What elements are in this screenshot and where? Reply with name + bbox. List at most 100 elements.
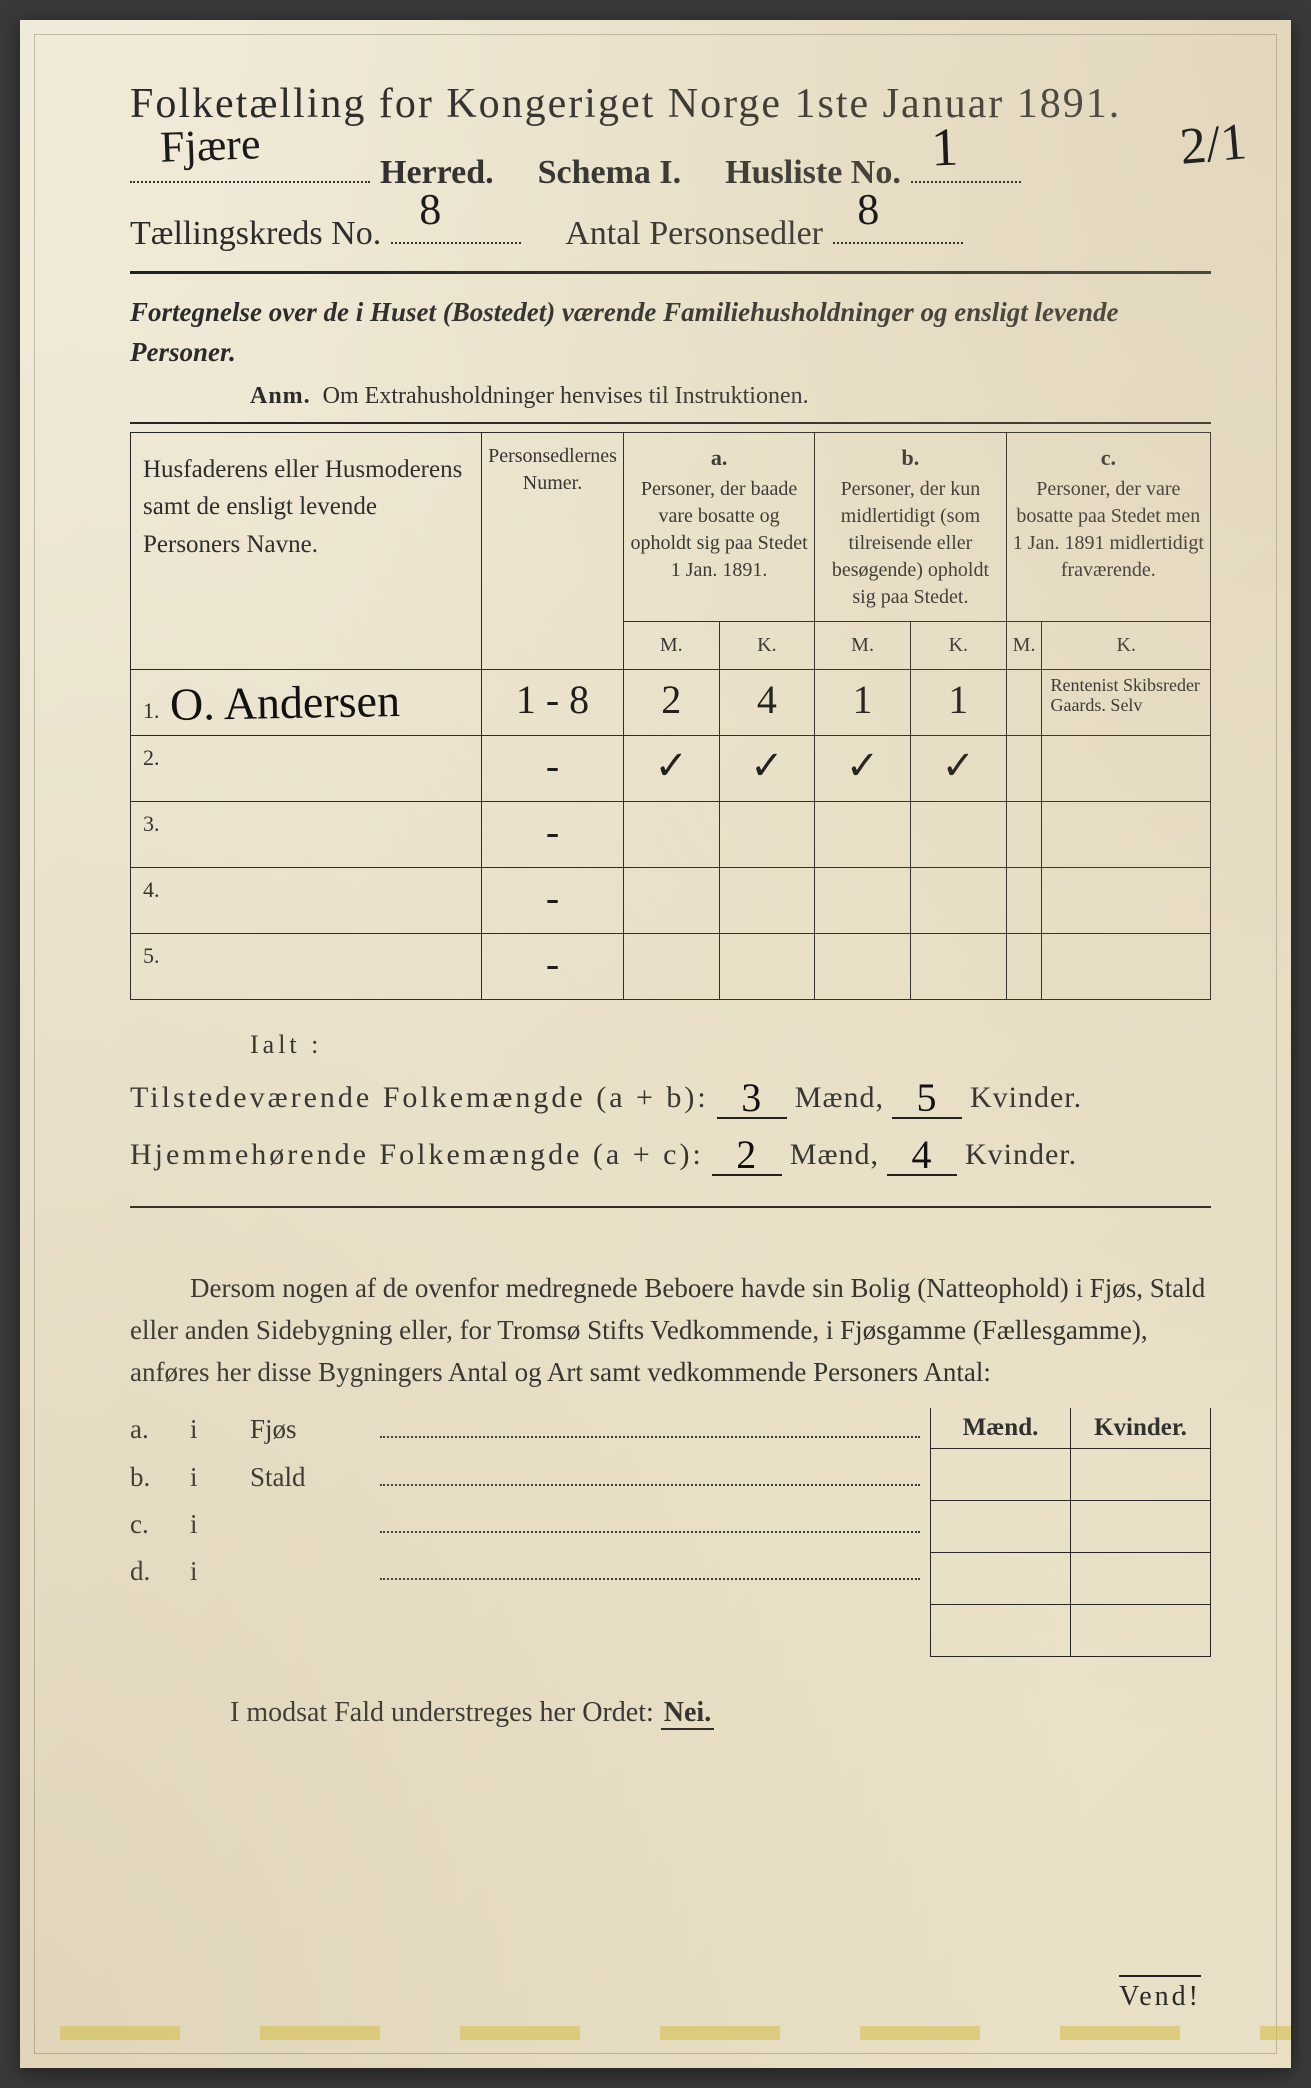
outbuilding-list: a.iFjøs b.iStald c.i d.i: [130, 1408, 920, 1657]
table-row: 4.-: [131, 868, 1211, 934]
table-cell: 4: [719, 670, 815, 736]
ob-col-m: Mænd.: [931, 1408, 1071, 1449]
table-cell: ✓: [623, 736, 719, 802]
table-cell: 2: [623, 670, 719, 736]
col-a-k: K.: [719, 622, 815, 670]
table-cell: [1042, 802, 1211, 868]
binding-stitch: [20, 2026, 1291, 2040]
ob-cell: [1071, 1553, 1211, 1605]
table-row: 1.O. Andersen1 - 82411Rentenist Skibsred…: [131, 670, 1211, 736]
main-title: Folketælling for Kongeriget Norge 1ste J…: [130, 80, 1211, 128]
table-cell: -: [482, 802, 624, 868]
table-cell: [910, 802, 1006, 868]
outbuilding-table: Mænd. Kvinder.: [930, 1408, 1211, 1657]
table-cell: -: [482, 868, 624, 934]
divider-thin-2: [130, 1206, 1211, 1208]
ialt-label: Ialt :: [250, 1030, 1211, 1060]
col-numer: Personsedlernes Numer.: [482, 432, 624, 670]
table-cell: [1042, 868, 1211, 934]
table-cell: [815, 868, 911, 934]
header-row-herred: Fjære Herred. Schema I. Husliste No. 1: [130, 146, 1211, 192]
table-cell: [623, 802, 719, 868]
table-cell: [1006, 736, 1042, 802]
table-cell: [719, 934, 815, 1000]
table-row: 2.-✓✓✓✓: [131, 736, 1211, 802]
margin-annotation: 2/1: [1177, 112, 1248, 177]
row-name-cell: 5.: [131, 934, 482, 1000]
nei-word: Nei.: [661, 1697, 714, 1730]
household-table: Husfaderens eller Husmoderens samt de en…: [130, 432, 1211, 1001]
ob-cell: [1071, 1449, 1211, 1501]
table-cell: -: [482, 934, 624, 1000]
table-cell: [1042, 736, 1211, 802]
table-cell: -: [482, 736, 624, 802]
header-row-kreds: Tællingskreds No. 8 Antal Personsedler 8: [130, 206, 1211, 252]
herred-value: Fjære: [159, 118, 261, 172]
divider-thin: [130, 422, 1211, 424]
table-cell: [910, 868, 1006, 934]
table-cell: [719, 802, 815, 868]
table-row: 3.-: [131, 802, 1211, 868]
outbuild-row: d.i: [130, 1556, 920, 1587]
vend-label: Vend!: [1119, 1975, 1201, 2013]
table-row: 5.-: [131, 934, 1211, 1000]
row-name-cell: 2.: [131, 736, 482, 802]
antal-value: 8: [856, 184, 880, 236]
outbuilding-paragraph: Dersom nogen af de ovenfor medregnede Be…: [130, 1268, 1211, 1394]
ob-cell: [931, 1553, 1071, 1605]
col-a-m: M.: [623, 622, 719, 670]
row-name-cell: 1.O. Andersen: [131, 670, 482, 736]
table-cell: [1006, 934, 1042, 1000]
col-c-k: K.: [1042, 622, 1211, 670]
antal-label: Antal Personsedler: [565, 215, 823, 253]
outbuild-row: b.iStald: [130, 1461, 920, 1492]
col-c-m: M.: [1006, 622, 1042, 670]
table-cell: [623, 868, 719, 934]
total-present: Tilstedeværende Folkemængde (a + b): 3 M…: [130, 1070, 1211, 1119]
nei-line: I modsat Fald understreges her Ordet: Ne…: [230, 1697, 1211, 1729]
schema-label: Schema I.: [538, 154, 682, 192]
ob-cell: [931, 1501, 1071, 1553]
kreds-value: 8: [418, 184, 442, 236]
outbuild-row: c.i: [130, 1509, 920, 1540]
table-cell: Rentenist Skibsreder Gaards. Selv: [1042, 670, 1211, 736]
total-resident: Hjemmehørende Folkemængde (a + c): 2 Mæn…: [130, 1127, 1211, 1176]
table-cell: [910, 934, 1006, 1000]
kreds-label: Tællingskreds No.: [130, 215, 381, 253]
table-cell: [1042, 934, 1211, 1000]
table-cell: [623, 934, 719, 1000]
row-name-cell: 4.: [131, 868, 482, 934]
ob-cell: [1071, 1501, 1211, 1553]
husliste-value: 1: [930, 116, 959, 179]
outbuild-row: a.iFjøs: [130, 1414, 920, 1445]
row-name-cell: 3.: [131, 802, 482, 868]
table-cell: [815, 802, 911, 868]
table-cell: [815, 934, 911, 1000]
col-b: b. Personer, der kun midlertidigt (som t…: [815, 432, 1006, 622]
divider: [130, 271, 1211, 274]
table-cell: 1: [815, 670, 911, 736]
col-c: c. Personer, der vare bosatte paa Stedet…: [1006, 432, 1210, 622]
col-b-m: M.: [815, 622, 911, 670]
table-cell: ✓: [719, 736, 815, 802]
table-cell: ✓: [910, 736, 1006, 802]
table-cell: [1006, 802, 1042, 868]
col-a: a. Personer, der baade vare bosatte og o…: [623, 432, 814, 622]
table-cell: [719, 868, 815, 934]
table-cell: [1006, 868, 1042, 934]
table-cell: [1006, 670, 1042, 736]
census-form-page: Folketælling for Kongeriget Norge 1ste J…: [20, 20, 1291, 2068]
ob-cell: [931, 1449, 1071, 1501]
table-cell: ✓: [815, 736, 911, 802]
col-names: Husfaderens eller Husmoderens samt de en…: [131, 432, 482, 670]
ob-cell: [931, 1605, 1071, 1657]
ob-cell: [1071, 1605, 1211, 1657]
outbuilding-block: a.iFjøs b.iStald c.i d.i Mænd. Kvinder.: [130, 1408, 1211, 1657]
col-b-k: K.: [910, 622, 1006, 670]
subtitle: Fortegnelse over de i Huset (Bostedet) v…: [130, 292, 1211, 373]
ob-col-k: Kvinder.: [1071, 1408, 1211, 1449]
table-cell: 1 - 8: [482, 670, 624, 736]
table-cell: 1: [910, 670, 1006, 736]
table-body: 1.O. Andersen1 - 82411Rentenist Skibsred…: [131, 670, 1211, 1000]
anm-note: Anm. Om Extrahusholdninger henvises til …: [250, 383, 1211, 410]
